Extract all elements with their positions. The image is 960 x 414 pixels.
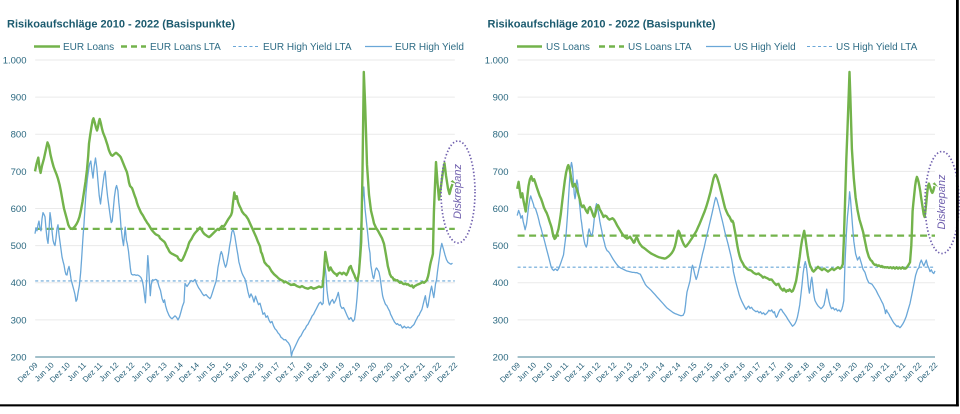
- svg-text:US High Yield LTA: US High Yield LTA: [836, 42, 918, 53]
- svg-text:Risikoaufschläge 2010 - 2022 (: Risikoaufschläge 2010 - 2022 (Basispunkt…: [7, 19, 235, 31]
- svg-text:800: 800: [11, 130, 27, 141]
- svg-text:US High Yield: US High Yield: [734, 42, 796, 53]
- svg-text:EUR High Yield: EUR High Yield: [395, 42, 464, 53]
- svg-text:300: 300: [493, 315, 509, 326]
- svg-text:200: 200: [493, 352, 509, 363]
- svg-text:US Loans: US Loans: [546, 42, 590, 53]
- svg-text:EUR Loans: EUR Loans: [63, 42, 114, 53]
- svg-text:700: 700: [493, 167, 509, 178]
- svg-text:700: 700: [11, 167, 27, 178]
- svg-text:EUR High Yield LTA: EUR High Yield LTA: [263, 42, 352, 53]
- svg-text:900: 900: [11, 93, 27, 104]
- svg-text:1.000: 1.000: [485, 55, 509, 66]
- svg-text:800: 800: [493, 130, 509, 141]
- svg-text:500: 500: [11, 241, 27, 252]
- svg-text:600: 600: [493, 204, 509, 215]
- svg-text:EUR Loans LTA: EUR Loans LTA: [150, 42, 221, 53]
- svg-text:900: 900: [493, 93, 509, 104]
- svg-text:600: 600: [11, 204, 27, 215]
- svg-text:500: 500: [493, 241, 509, 252]
- svg-text:1.000: 1.000: [3, 55, 27, 66]
- svg-text:400: 400: [493, 278, 509, 289]
- svg-text:Diskrepanz: Diskrepanz: [452, 163, 464, 219]
- svg-text:Diskrepanz: Diskrepanz: [936, 174, 948, 230]
- svg-text:Risikoaufschläge 2010 - 2022 (: Risikoaufschläge 2010 - 2022 (Basispunkt…: [488, 19, 716, 31]
- svg-text:200: 200: [11, 352, 27, 363]
- svg-text:300: 300: [11, 315, 27, 326]
- svg-text:US Loans LTA: US Loans LTA: [628, 42, 692, 53]
- svg-text:400: 400: [11, 278, 27, 289]
